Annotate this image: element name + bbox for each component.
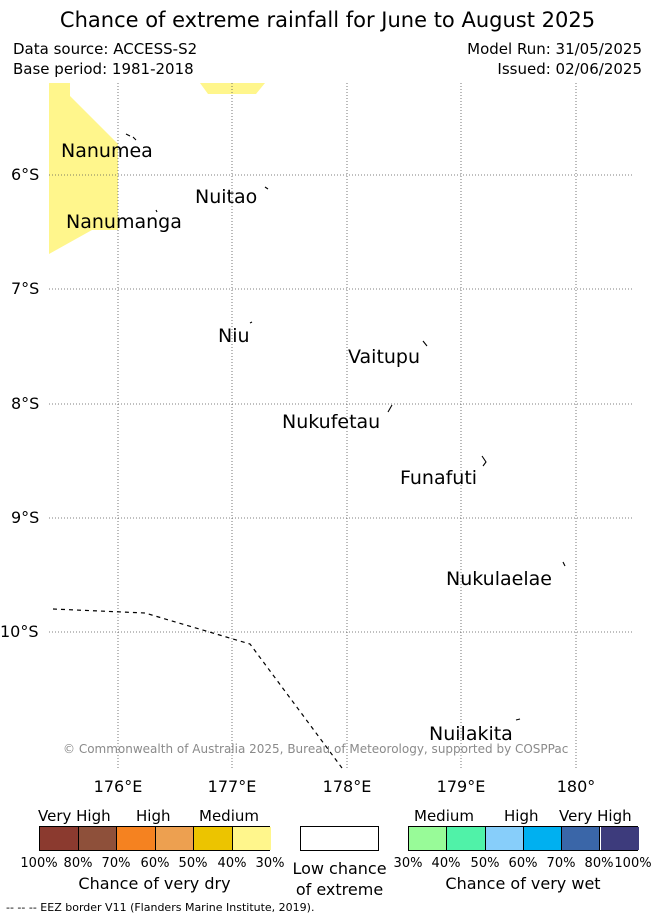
eez-border-line bbox=[52, 608, 343, 769]
vaitupu-outline bbox=[422, 340, 428, 347]
wet-swatch-60-70 bbox=[523, 827, 563, 850]
map-title: Chance of extreme rainfall for June to A… bbox=[59, 8, 596, 32]
dry-swatch-80-70 bbox=[78, 827, 117, 850]
dry-level-high: High bbox=[136, 807, 171, 825]
wet-swatch-80-100 bbox=[600, 827, 639, 850]
lon-tick-177e: 177°E bbox=[207, 777, 257, 796]
wet-colorbar bbox=[408, 826, 639, 851]
island-label-nukufetau: Nukufetau bbox=[282, 411, 381, 433]
eez-legend-note: -- -- -- EEZ border V11 (Flanders Marine… bbox=[6, 901, 315, 914]
low-chance-caption-line2: of extreme bbox=[295, 880, 384, 899]
dry-tick-50: 50% bbox=[178, 856, 208, 871]
nuilakita-outline bbox=[515, 718, 521, 721]
funafuti-outline bbox=[481, 455, 487, 467]
data-source-text: Data source: ACCESS-S2 bbox=[13, 40, 198, 58]
model-run-text: Model Run: 31/05/2025 bbox=[467, 40, 642, 58]
wet-level-medium: Medium bbox=[414, 807, 474, 825]
nanumanga-outline bbox=[155, 209, 158, 213]
dry-tick-80: 80% bbox=[63, 856, 93, 871]
wet-tick-60: 60% bbox=[508, 856, 538, 871]
wet-swatch-30-40 bbox=[409, 827, 448, 850]
lon-tick-179e: 179°E bbox=[436, 777, 486, 796]
wet-tick-40: 40% bbox=[431, 856, 461, 871]
wet-swatch-40-50 bbox=[447, 827, 486, 850]
island-label-vaitupu: Vaitupu bbox=[348, 346, 421, 368]
dry-caption: Chance of very dry bbox=[78, 874, 231, 893]
low-chance-swatch bbox=[300, 826, 379, 851]
wet-tick-80: 80% bbox=[584, 856, 614, 871]
lat-tick-7s: 7°S bbox=[11, 279, 40, 298]
lat-tick-9s: 9°S bbox=[11, 508, 40, 527]
wet-swatch-70-80 bbox=[562, 827, 601, 850]
lat-tick-8s: 8°S bbox=[11, 394, 40, 413]
niu-outline bbox=[249, 321, 253, 324]
wet-level-high: High bbox=[504, 807, 539, 825]
issued-text: Issued: 02/06/2025 bbox=[497, 60, 642, 78]
low-chance-caption-line1: Low chance bbox=[292, 859, 387, 878]
wet-tick-30: 30% bbox=[393, 856, 423, 871]
island-label-funafuti: Funafuti bbox=[400, 467, 478, 489]
dry-medium-region-north bbox=[200, 83, 265, 94]
island-label-nanumanga: Nanumanga bbox=[66, 211, 182, 233]
wet-level-very-high: Very High bbox=[559, 807, 632, 825]
island-outlines bbox=[125, 133, 566, 721]
nanumea-outline bbox=[125, 133, 137, 141]
lon-tick-180: 180° bbox=[556, 777, 596, 796]
island-label-nuitao: Nuitao bbox=[195, 186, 258, 208]
lon-tick-178e: 178°E bbox=[322, 777, 372, 796]
wet-tick-50: 50% bbox=[470, 856, 500, 871]
dry-swatch-60-50 bbox=[155, 827, 194, 850]
map-gridlines bbox=[49, 83, 633, 768]
dry-tick-70: 70% bbox=[101, 856, 131, 871]
nukulaelae-outline bbox=[562, 561, 566, 567]
wet-tick-70: 70% bbox=[546, 856, 576, 871]
dry-level-very-high: Very High bbox=[38, 807, 111, 825]
nukufetau-outline bbox=[387, 404, 393, 413]
dry-tick-40: 40% bbox=[217, 856, 247, 871]
island-label-nukulaelae: Nukulaelae bbox=[446, 568, 552, 590]
dry-swatch-40-30 bbox=[232, 827, 271, 850]
copyright-credit: © Commonwealth of Australia 2025, Bureau… bbox=[63, 742, 569, 756]
dry-medium-region-west bbox=[49, 83, 118, 254]
base-period-text: Base period: 1981-2018 bbox=[13, 60, 194, 78]
dry-colorbar bbox=[39, 826, 271, 851]
island-label-nuilakita: Nuilakita bbox=[429, 723, 513, 745]
dry-swatch-100-80 bbox=[40, 827, 79, 850]
dry-tick-60: 60% bbox=[140, 856, 170, 871]
wet-swatch-50-60 bbox=[485, 827, 524, 850]
lat-tick-10s: 10°S bbox=[0, 622, 39, 641]
wet-tick-100: 100% bbox=[614, 856, 652, 871]
dry-swatch-70-60 bbox=[117, 827, 156, 850]
dry-level-medium: Medium bbox=[199, 807, 259, 825]
dry-tick-30: 30% bbox=[255, 856, 285, 871]
wet-caption: Chance of very wet bbox=[445, 874, 601, 893]
lon-tick-176e: 176°E bbox=[93, 777, 143, 796]
island-label-nanumea: Nanumea bbox=[61, 140, 153, 162]
island-label-niu: Niu bbox=[218, 325, 250, 347]
dry-swatch-50-40 bbox=[194, 827, 233, 850]
dry-tick-100: 100% bbox=[20, 856, 58, 871]
nuitao-outline bbox=[264, 186, 269, 190]
lat-tick-6s: 6°S bbox=[11, 165, 40, 184]
